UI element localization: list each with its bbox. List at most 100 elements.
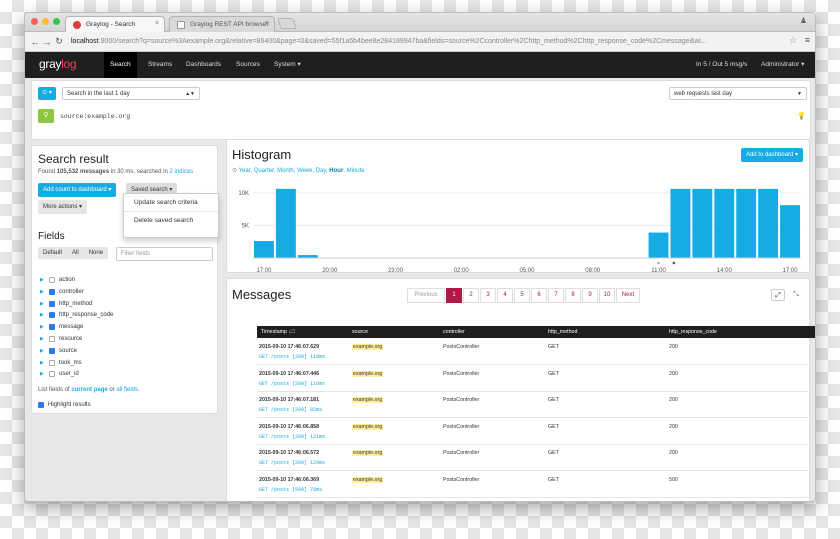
source-cell[interactable]: example.org — [352, 450, 384, 456]
expand-field-icon[interactable]: ▶ — [40, 288, 44, 295]
histogram-bar[interactable] — [692, 188, 713, 258]
source-cell[interactable]: example.org — [352, 423, 384, 430]
expand-field-icon[interactable]: ▶ — [40, 277, 44, 283]
back-icon[interactable]: ← — [30, 36, 40, 47]
field-checkbox[interactable] — [49, 359, 55, 366]
compress-icon[interactable]: ⤡ — [793, 291, 799, 298]
resolution-option[interactable]: Hour — [329, 168, 344, 174]
minimize-window-button[interactable] — [42, 18, 49, 25]
resolution-option[interactable]: Minute — [346, 168, 365, 174]
histogram-bar[interactable] — [648, 232, 669, 258]
page-3-button[interactable]: 3 — [480, 288, 496, 303]
histogram-bar[interactable] — [275, 188, 296, 258]
resolution-option[interactable]: Day — [315, 168, 326, 174]
field-checkbox[interactable] — [49, 371, 55, 378]
expand-field-icon[interactable]: ▶ — [40, 300, 44, 307]
source-cell[interactable]: example.org — [352, 344, 384, 350]
field-checkbox[interactable] — [49, 300, 55, 307]
col-http-method[interactable]: http_method — [548, 329, 578, 335]
expand-icon[interactable]: ⤢ — [771, 289, 785, 301]
histogram-bar[interactable] — [758, 188, 779, 258]
table-row[interactable]: 2015-09-10 17:46:06.572 GET /posts [200] … — [257, 445, 815, 471]
reload-icon[interactable]: ↻ — [55, 36, 63, 46]
forward-icon[interactable]: → — [42, 36, 52, 47]
tab-rest-api-browser[interactable]: Graylog REST API browser × — [169, 16, 275, 32]
page-10-button[interactable]: 10 — [599, 288, 615, 303]
page-1-button[interactable]: 1 — [446, 288, 462, 303]
zoom-window-button[interactable] — [53, 18, 60, 25]
search-button[interactable]: ⚲ — [38, 109, 54, 123]
close-tab-icon[interactable]: × — [154, 20, 159, 27]
expand-field-icon[interactable]: ▶ — [40, 347, 44, 354]
field-checkbox[interactable] — [49, 336, 55, 342]
filter-fields-input[interactable]: Filter fields — [116, 247, 213, 261]
histogram-bar[interactable] — [297, 255, 318, 258]
col-timestamp[interactable]: Timestamp ↓⃝ — [261, 329, 296, 335]
all-fields-button[interactable]: All — [72, 250, 79, 256]
page-2-button[interactable]: 2 — [463, 288, 479, 303]
search-query-input[interactable]: source:example.org — [60, 113, 131, 120]
no-fields-button[interactable]: None — [88, 250, 104, 256]
histogram-bar[interactable] — [254, 241, 274, 258]
expand-field-icon[interactable]: ▶ — [40, 359, 44, 366]
address-bar[interactable]: localhost:9000/search?q=source%3Aexample… — [71, 35, 787, 49]
user-menu[interactable]: Administrator ▾ — [761, 61, 805, 68]
profile-icon[interactable]: ♟ — [799, 16, 807, 25]
new-tab-button[interactable] — [276, 18, 298, 29]
page-4-button[interactable]: 4 — [497, 288, 513, 303]
all-fields-link[interactable]: all fields. — [116, 387, 140, 393]
resolution-option[interactable]: Quarter — [253, 168, 274, 174]
col-source[interactable]: source — [352, 329, 368, 335]
histogram-bar[interactable] — [780, 205, 800, 258]
close-tab-icon[interactable]: × — [264, 20, 269, 27]
saved-search-select[interactable]: web requests last day ▼ — [669, 87, 807, 100]
page-8-button[interactable]: 8 — [565, 288, 581, 303]
field-checkbox[interactable] — [49, 324, 55, 331]
nav-dashboards[interactable]: Dashboards — [186, 61, 222, 68]
table-row[interactable]: 2015-09-10 17:46:07.446 GET /posts [200] … — [257, 366, 815, 392]
table-row[interactable]: 2015-09-10 17:46:07.181 GET /posts [200] … — [257, 392, 815, 418]
expand-field-icon[interactable]: ▶ — [40, 312, 44, 319]
page-7-button[interactable]: 7 — [548, 288, 564, 303]
col-controller[interactable]: controller — [443, 329, 465, 335]
highlight-results-checkbox[interactable] — [38, 402, 44, 408]
tab-graylog-search[interactable]: Graylog - Search × — [65, 16, 165, 32]
time-range-select[interactable]: Search in the last 1 day ▲▼ — [62, 87, 200, 100]
source-cell[interactable]: example.org — [352, 370, 384, 377]
histogram-bar[interactable] — [670, 188, 691, 258]
page-next-button[interactable]: Next — [616, 288, 640, 303]
histogram-bar[interactable] — [714, 188, 735, 258]
source-cell[interactable]: example.org — [352, 476, 384, 483]
page-9-button[interactable]: 9 — [582, 288, 598, 303]
histogram-bar[interactable] — [736, 188, 757, 258]
update-search-criteria-item[interactable]: Update search criteria — [134, 199, 198, 206]
nav-streams[interactable]: Streams — [148, 61, 173, 68]
field-checkbox[interactable] — [49, 347, 55, 354]
col-http-response-code[interactable]: http_response_code — [669, 329, 718, 335]
resolution-option[interactable]: Month — [277, 168, 294, 174]
expand-field-icon[interactable]: ▶ — [40, 371, 44, 378]
histogram-chart[interactable]: 5K 10K 17:00 20:00 23:00 02:00 05:00 08:00 11:00… — [231, 179, 803, 274]
page-previous-button[interactable]: Previous — [407, 288, 445, 303]
expand-field-icon[interactable]: ▶ — [40, 324, 44, 331]
page-6-button[interactable]: 6 — [531, 288, 547, 303]
nav-search[interactable]: Search — [104, 52, 137, 78]
field-checkbox[interactable] — [49, 288, 55, 295]
more-actions-button[interactable]: More actions ▾ — [38, 200, 88, 214]
add-count-to-dashboard-button[interactable]: Add count to dashboard ▾ — [38, 183, 117, 197]
resolution-option[interactable]: Week — [297, 168, 313, 174]
nav-system[interactable]: System ▾ — [274, 61, 301, 68]
delete-saved-search-item[interactable]: Delete saved search — [124, 211, 218, 229]
add-to-dashboard-button[interactable]: Add to dashboard ▾ — [740, 148, 803, 162]
page-5-button[interactable]: 5 — [514, 288, 530, 303]
annotation-marker[interactable] — [657, 261, 660, 265]
table-row[interactable]: 2015-09-10 17:46:07.629 GET /posts [200] … — [257, 339, 815, 365]
current-page-link[interactable]: current page — [71, 387, 108, 393]
table-row[interactable]: 2015-09-10 17:46:06.858 GET /posts [200] … — [257, 419, 815, 445]
field-checkbox[interactable] — [49, 312, 55, 319]
lightbulb-icon[interactable]: 💡 — [797, 113, 806, 120]
annotation-marker[interactable] — [672, 261, 676, 265]
source-cell[interactable]: example.org — [352, 397, 384, 403]
browser-menu-icon[interactable]: ≡ — [804, 35, 810, 45]
table-row[interactable]: 2015-09-10 17:46:06.133example.orgPostsC… — [257, 498, 815, 501]
